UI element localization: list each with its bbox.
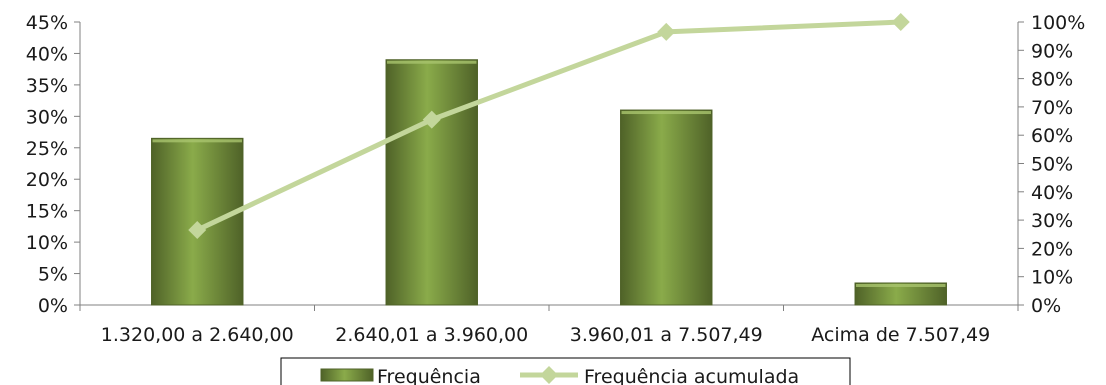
left-tick-label: 30% (26, 106, 68, 128)
left-tick-label: 20% (26, 169, 68, 191)
line-point (891, 13, 910, 31)
right-tick-label: 60% (1031, 125, 1073, 147)
bar-highlight (152, 139, 242, 143)
left-tick-label: 15% (26, 201, 68, 223)
left-tick-label: 40% (26, 43, 68, 65)
category-label: 1.320,00 a 2.640,00 (101, 324, 294, 346)
right-tick-label: 0% (1031, 295, 1061, 317)
line-series (188, 13, 910, 240)
category-label: 3.960,01 a 7.507,49 (570, 324, 763, 346)
legend: Frequência Frequência acumulada (280, 357, 851, 385)
right-tick-label: 40% (1031, 182, 1073, 204)
right-tick-label: 70% (1031, 97, 1073, 119)
bar-highlight (387, 60, 477, 64)
x-axis: 1.320,00 a 2.640,00 2.640,01 a 3.960,00 3.… (79, 304, 1019, 346)
right-tick-label: 50% (1031, 154, 1073, 176)
legend-label-frequencia: Frequência (377, 366, 481, 385)
category-label: 2.640,01 a 3.960,00 (335, 324, 528, 346)
left-tick-label: 35% (26, 75, 68, 97)
right-tick-label: 10% (1031, 267, 1073, 289)
line-point (422, 110, 441, 129)
bar (620, 109, 713, 306)
left-tick-label: 25% (26, 138, 68, 160)
left-y-axis: 0% 5% 10% 15% 20% 25% 30% 35% 40% 45% (26, 12, 81, 317)
legend-swatch-bar (320, 368, 374, 382)
bar (385, 59, 478, 306)
left-tick-label: 45% (26, 12, 68, 34)
left-tick-label: 10% (26, 232, 68, 254)
left-tick-label: 5% (38, 264, 68, 286)
category-label: Acima de 7.507,49 (811, 324, 990, 346)
line-path (196, 19, 901, 233)
bar (854, 282, 947, 306)
right-tick-label: 30% (1031, 210, 1073, 232)
bar-highlight (856, 283, 946, 287)
right-tick-label: 100% (1031, 12, 1085, 34)
right-tick-label: 90% (1031, 40, 1073, 62)
legend-label-acumulada: Frequência acumulada (584, 366, 799, 385)
left-tick-label: 0% (38, 295, 68, 317)
bar-highlight (621, 111, 711, 115)
line-point (657, 22, 676, 41)
legend-swatch-marker (540, 366, 558, 384)
legend-box (280, 357, 851, 385)
right-tick-label: 20% (1031, 238, 1073, 260)
bar-series (151, 59, 947, 306)
right-tick-label: 80% (1031, 69, 1073, 91)
line-point (188, 221, 207, 240)
right-y-axis: 0% 10% 20% 30% 40% 50% 60% 70% 80% 90% 100% (1017, 12, 1085, 317)
